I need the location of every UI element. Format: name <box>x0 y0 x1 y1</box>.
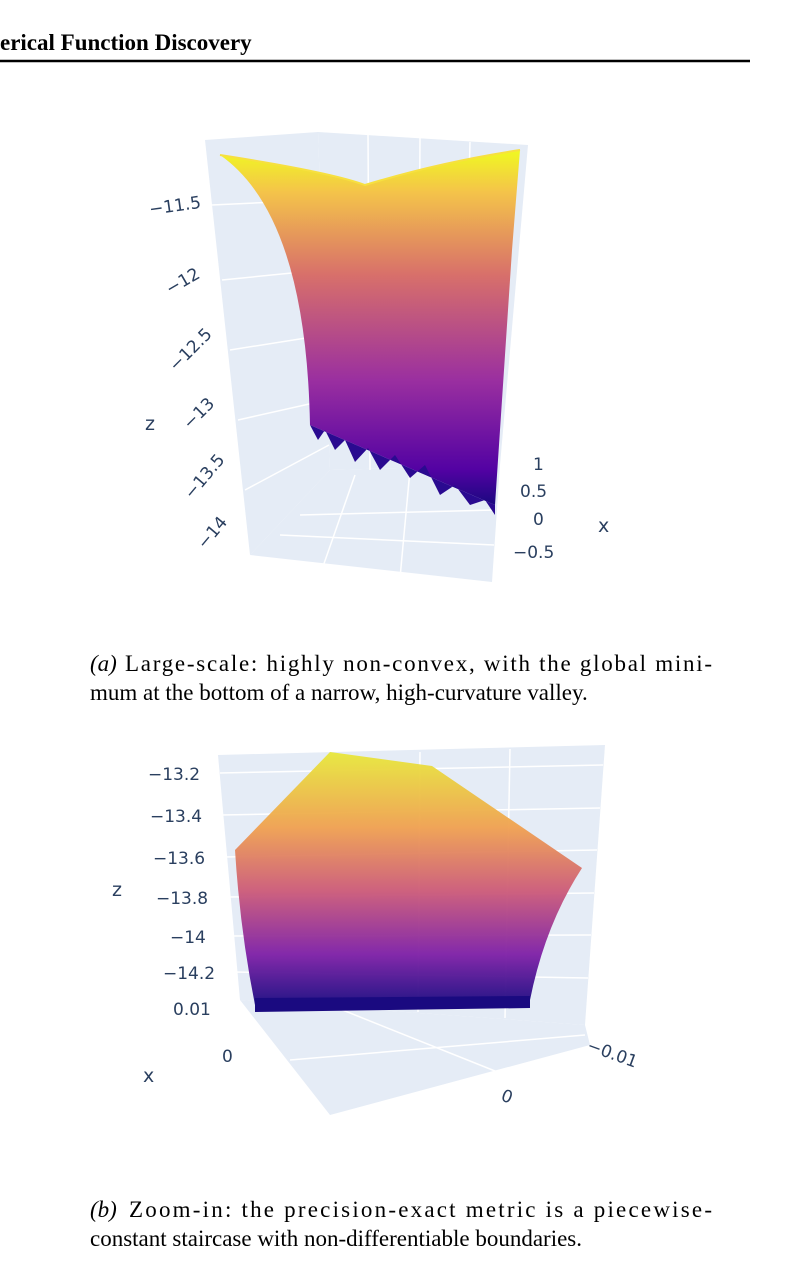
y-tick-label: −0.01 <box>584 1036 640 1073</box>
x-axis-title: x <box>598 515 609 537</box>
z-tick-label: −13.2 <box>148 765 200 785</box>
z-tick-label: −13.8 <box>156 889 208 909</box>
z-tick-label: −14.2 <box>163 964 215 984</box>
z-tick-label: −13.4 <box>150 807 202 827</box>
z-tick-label: −14 <box>194 513 232 553</box>
caption-label: (b) <box>90 1197 117 1222</box>
x-tick-label: 0.5 <box>520 482 547 502</box>
running-header: erical Function Discovery <box>0 30 252 55</box>
z-tick-label: −13.6 <box>153 849 205 869</box>
figure-a-plot <box>205 132 528 582</box>
caption-line: mum at the bottom of a narrow, high-curv… <box>90 680 588 705</box>
x-tick-label: −0.5 <box>513 543 554 563</box>
surface <box>235 752 582 1005</box>
caption-label: (a) <box>90 651 117 676</box>
x-axis-title: x <box>143 1065 154 1087</box>
surface-ridge <box>219 149 521 187</box>
z-tick-label: −12.5 <box>165 325 216 376</box>
caption-line: Zoom-in: the precision-exact metric is a… <box>129 1197 712 1222</box>
x-tick-label: 0 <box>222 1047 233 1067</box>
z-tick-label: −12 <box>163 264 204 299</box>
y-tick-label: 0 <box>498 1086 515 1108</box>
z-tick-label: −13 <box>179 394 219 434</box>
z-tick-label: −14 <box>170 928 206 948</box>
pane <box>250 465 500 582</box>
surface-edge <box>310 425 495 515</box>
caption-line: Large-scale: highly non-convex, with the… <box>125 651 712 676</box>
figure-b-plot <box>218 745 605 1115</box>
z-axis-title: z <box>145 413 155 435</box>
surface <box>220 150 520 505</box>
x-tick-label: 1 <box>533 455 544 475</box>
z-tick-label: −13.5 <box>181 450 230 503</box>
x-tick-label: 0.01 <box>173 1000 211 1020</box>
pane <box>240 1000 590 1115</box>
z-axis-title: z <box>112 879 122 901</box>
surface-edge <box>255 996 530 1012</box>
z-tick-label: −11.5 <box>148 193 202 220</box>
caption-line: constant staircase with non-differentiab… <box>90 1226 582 1251</box>
x-tick-label: 0 <box>533 510 544 530</box>
